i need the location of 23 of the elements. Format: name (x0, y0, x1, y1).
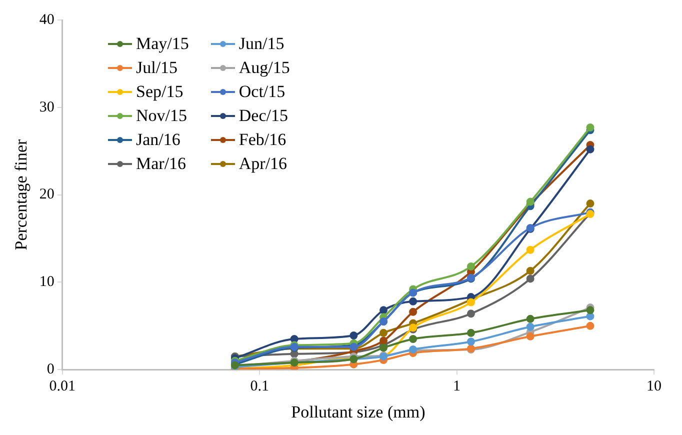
y-tick-label: 30 (39, 99, 54, 116)
legend-label: Jan/16 (136, 130, 180, 150)
x-tick-label: 1 (453, 378, 461, 395)
x-axis-title: Pollutant size (mm) (291, 402, 426, 422)
legend-label: Nov/15 (136, 106, 187, 126)
x-tick-label: 0.01 (49, 378, 76, 395)
legend-label: Sep/15 (136, 82, 184, 102)
legend-label: Dec/15 (238, 106, 288, 126)
y-tick-label: 20 (39, 186, 54, 203)
legend-label: Jul/15 (136, 58, 178, 78)
legend-label: Oct/15 (238, 82, 286, 102)
y-tick-label: 0 (46, 362, 54, 378)
y-axis-title: Percentage finer (12, 139, 31, 250)
legend-label: May/15 (136, 34, 189, 54)
legend-label: Jun/15 (238, 34, 284, 54)
x-tick-label: 10 (646, 378, 662, 395)
y-tick-label: 10 (39, 274, 54, 290)
legend-label: Feb/16 (238, 130, 286, 150)
legend-label: Apr/16 (238, 154, 288, 174)
y-tick-label: 40 (39, 12, 54, 28)
legend-label: Aug/15 (238, 58, 290, 78)
legend-label: Mar/16 (136, 154, 186, 174)
x-tick-label: 0.1 (250, 378, 269, 395)
